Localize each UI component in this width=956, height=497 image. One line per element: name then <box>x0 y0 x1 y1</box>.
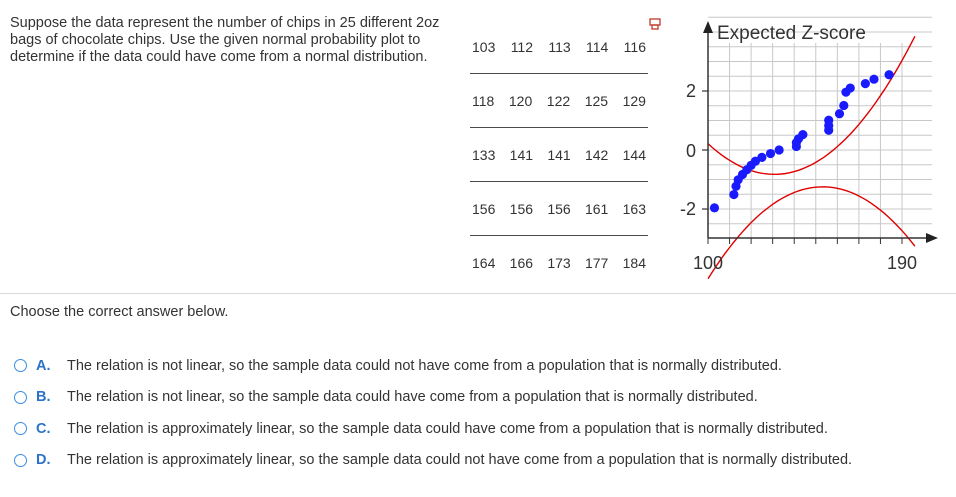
y-tick-label-bottom: -2 <box>680 199 696 219</box>
choice-letter: C. <box>36 420 51 437</box>
data-point <box>845 83 855 93</box>
table-cell: 164 <box>472 255 496 271</box>
radio-button[interactable] <box>14 422 27 436</box>
data-point <box>765 148 776 159</box>
upper-confidence-band <box>707 35 916 175</box>
choice-letter: A. <box>36 357 51 374</box>
x-tick-label-max: 190 <box>887 253 917 273</box>
choice-a[interactable]: A. The relation is not linear, so the sa… <box>14 350 852 382</box>
choice-d[interactable]: D. The relation is approximately linear,… <box>14 445 852 477</box>
y-tick-label-top: 2 <box>686 81 696 101</box>
table-cell: 142 <box>584 146 609 163</box>
copy-data-icon[interactable] <box>648 17 662 31</box>
table-cell: 141 <box>509 146 534 163</box>
data-point <box>824 115 834 125</box>
data-point <box>774 145 784 155</box>
choice-c[interactable]: C. The relation is approximately linear,… <box>14 413 852 445</box>
y-tick-label-mid: 0 <box>686 141 696 161</box>
answer-prompt: Choose the correct answer below. <box>10 304 229 320</box>
table-cell: 163 <box>622 200 646 217</box>
plot-axes <box>703 21 938 243</box>
table-cell: 114 <box>586 38 609 55</box>
normal-probability-plot: Expected Z-score 100 190 2 0 -2 <box>680 16 938 280</box>
axis-ticks <box>702 90 903 244</box>
data-table: 103 112 113 114 116 118 120 122 125 129 … <box>470 20 648 290</box>
lower-confidence-band <box>707 186 916 280</box>
data-point <box>757 152 767 162</box>
y-axis-arrow <box>703 21 713 33</box>
question-text: Suppose the data represent the number of… <box>10 15 440 65</box>
table-cell: 122 <box>546 92 571 109</box>
data-point <box>729 189 739 200</box>
table-cell: 125 <box>584 92 609 109</box>
table-row: 156 156 156 161 163 <box>470 182 648 236</box>
table-cell: 129 <box>622 92 646 109</box>
data-points <box>709 70 894 213</box>
choice-letter: B. <box>36 389 51 406</box>
data-point <box>709 203 720 213</box>
table-cell: 156 <box>509 200 534 217</box>
table-cell: 120 <box>508 92 533 109</box>
plot-grid <box>708 16 932 238</box>
answer-choices: A. The relation is not linear, so the sa… <box>14 350 852 476</box>
choice-text: The relation is approximately linear, so… <box>67 452 853 469</box>
choice-text: The relation is approximately linear, so… <box>67 420 828 437</box>
table-row: 164 166 173 177 184 <box>470 236 648 290</box>
table-cell: 161 <box>584 200 609 217</box>
table-cell: 156 <box>547 200 571 217</box>
data-point <box>884 70 894 80</box>
choice-text: The relation is not linear, so the sampl… <box>67 389 758 406</box>
table-cell: 166 <box>509 255 534 271</box>
data-point <box>869 74 879 84</box>
data-point <box>798 130 808 140</box>
data-point <box>834 109 845 119</box>
radio-button[interactable] <box>14 359 27 373</box>
y-axis-label: Expected Z-score <box>717 23 866 44</box>
table-row: 118 120 122 125 129 <box>470 74 648 128</box>
choice-letter: D. <box>36 452 51 469</box>
table-cell: 118 <box>472 92 495 109</box>
x-axis-arrow <box>926 233 938 243</box>
radio-button[interactable] <box>14 453 27 467</box>
data-point <box>860 79 870 89</box>
table-cell: 156 <box>472 200 496 217</box>
table-cell: 116 <box>623 38 646 55</box>
x-tick-label-min: 100 <box>693 253 723 273</box>
table-cell: 177 <box>584 255 609 271</box>
choice-b[interactable]: B. The relation is not linear, so the sa… <box>14 382 852 414</box>
table-cell: 173 <box>547 255 571 271</box>
table-cell: 103 <box>472 38 496 55</box>
choice-text: The relation is not linear, so the sampl… <box>67 357 782 374</box>
table-cell: 141 <box>547 146 571 163</box>
table-cell: 112 <box>510 38 534 55</box>
data-point <box>839 100 849 111</box>
table-cell: 113 <box>548 38 571 55</box>
table-row: 103 112 113 114 116 <box>470 20 648 74</box>
section-divider <box>0 293 956 294</box>
table-row: 133 141 141 142 144 <box>470 128 648 182</box>
table-cell: 144 <box>622 146 646 163</box>
table-cell: 184 <box>622 255 646 271</box>
radio-button[interactable] <box>14 390 27 404</box>
table-cell: 133 <box>472 146 496 163</box>
confidence-bands <box>707 35 916 280</box>
